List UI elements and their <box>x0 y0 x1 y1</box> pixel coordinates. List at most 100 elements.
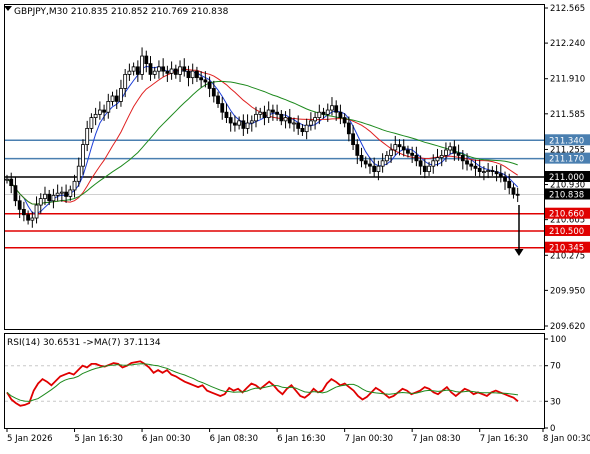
candle <box>64 184 68 203</box>
rsi-ma-line <box>6 363 519 402</box>
candles <box>5 47 520 228</box>
time-tick-label: 7 Jan 00:30 <box>345 434 393 444</box>
candle <box>43 186 47 206</box>
candle <box>503 171 507 190</box>
candle <box>224 103 229 123</box>
candle <box>195 66 199 82</box>
candle <box>123 69 128 98</box>
candle <box>313 112 317 130</box>
svg-text:210.500: 210.500 <box>549 227 584 237</box>
candle <box>444 142 448 162</box>
slow-ma-line <box>6 80 518 205</box>
price-tag-support-1: 210.660 <box>545 207 590 220</box>
candle <box>287 108 292 129</box>
price-tag-pivot: 211.000 <box>545 170 590 183</box>
rsi-tick-label: 70 <box>550 362 561 372</box>
candle <box>169 61 174 80</box>
candle <box>490 166 495 176</box>
candle <box>161 58 166 77</box>
candle <box>418 155 423 175</box>
price-tick-label: 209.950 <box>550 286 585 296</box>
price-tag-resistance-1: 211.170 <box>545 152 590 165</box>
candle <box>334 100 339 121</box>
price-pane[interactable] <box>4 4 545 330</box>
svg-text:210.838: 210.838 <box>549 190 584 200</box>
candle <box>325 103 330 122</box>
candle <box>262 105 267 126</box>
candle <box>507 173 512 195</box>
time-tick-label: 5 Jan 2026 <box>7 434 53 444</box>
candle <box>157 60 161 79</box>
candle <box>304 118 309 140</box>
candle <box>245 114 250 134</box>
price-tick-label: 211.585 <box>550 110 585 120</box>
candle <box>393 135 398 156</box>
candle <box>21 201 26 222</box>
candle <box>228 112 233 132</box>
candle <box>292 117 296 132</box>
candle <box>435 148 440 167</box>
candle <box>135 60 140 82</box>
price-tag-support-2: 210.500 <box>545 224 590 237</box>
candle <box>89 113 94 133</box>
candle <box>427 161 431 176</box>
candle <box>456 144 461 161</box>
candle <box>397 139 402 156</box>
price-tick-label: 212.565 <box>550 4 585 14</box>
candle <box>165 65 170 82</box>
price-tag-current: 210.838 <box>545 188 590 200</box>
candle <box>241 114 246 136</box>
candle <box>469 159 474 171</box>
candle <box>279 110 284 126</box>
down-arrow-icon <box>514 205 524 256</box>
candle <box>38 193 43 214</box>
rsi-tick-label: 30 <box>550 397 561 407</box>
price-tick-label: 209.620 <box>550 322 585 332</box>
candle <box>34 196 39 224</box>
rsi-pane[interactable] <box>4 333 545 429</box>
candle <box>448 142 453 155</box>
candle <box>211 80 216 103</box>
candle <box>363 156 368 169</box>
candle <box>237 116 242 130</box>
mid-ma-line <box>6 68 518 205</box>
candle <box>266 101 271 123</box>
candle <box>254 106 258 128</box>
candle <box>102 104 106 121</box>
candle <box>114 89 119 109</box>
time-tick-label: 7 Jan 16:30 <box>480 434 528 444</box>
candle <box>97 101 102 120</box>
candle <box>249 115 254 132</box>
svg-text:211.170: 211.170 <box>549 155 584 165</box>
candle <box>207 76 212 98</box>
candle <box>47 189 52 206</box>
candle <box>283 111 288 129</box>
candle <box>439 149 444 167</box>
candle <box>13 176 18 207</box>
candle <box>106 93 111 119</box>
price-tick-label: 210.605 <box>550 216 585 226</box>
rsi-tick-label: 100 <box>550 335 566 345</box>
candle <box>384 151 389 166</box>
candle <box>498 165 503 183</box>
candle <box>317 104 322 125</box>
dropdown-triangle-icon[interactable] <box>4 5 12 13</box>
candle <box>140 47 144 80</box>
candle <box>494 165 499 182</box>
candle <box>119 79 123 107</box>
svg-text:210.660: 210.660 <box>549 210 584 220</box>
candle <box>26 210 31 225</box>
time-tick-label: 6 Jan 16:30 <box>277 434 325 444</box>
candle <box>30 211 35 228</box>
candle <box>330 97 334 116</box>
candle <box>186 65 191 87</box>
candle <box>342 113 347 128</box>
candle <box>131 62 136 76</box>
candle <box>76 157 81 187</box>
price-tag-support-3: 210.345 <box>545 241 590 254</box>
candle <box>338 104 343 125</box>
candle <box>452 140 457 161</box>
candle <box>178 60 182 82</box>
candle <box>68 185 73 201</box>
